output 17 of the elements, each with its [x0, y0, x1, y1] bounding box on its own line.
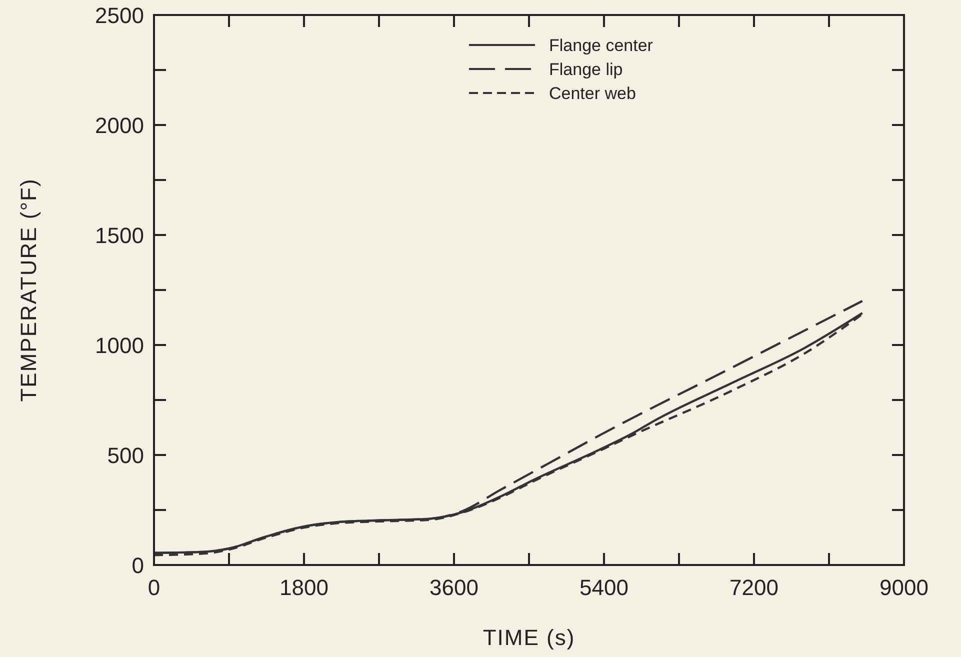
x-tick-label: 0: [148, 575, 160, 600]
x-tick-label: 1800: [280, 575, 328, 600]
y-tick-label: 1000: [95, 333, 144, 358]
x-tick-label: 9000: [880, 575, 928, 600]
legend-label: Flange lip: [549, 60, 623, 79]
y-tick-label: 0: [132, 553, 144, 578]
x-axis-title: TIME (s): [482, 625, 576, 650]
legend-label: Flange center: [549, 36, 654, 55]
x-tick-label: 3600: [430, 575, 478, 600]
y-axis-title: TEMPERATURE (°F): [16, 178, 41, 402]
x-tick-label: 5400: [580, 575, 628, 600]
y-tick-label: 2500: [95, 3, 144, 28]
legend-label: Center web: [549, 84, 636, 103]
y-tick-label: 2000: [95, 113, 144, 138]
x-tick-label: 7200: [730, 575, 778, 600]
y-tick-label: 1500: [95, 223, 144, 248]
y-tick-label: 500: [107, 443, 144, 468]
